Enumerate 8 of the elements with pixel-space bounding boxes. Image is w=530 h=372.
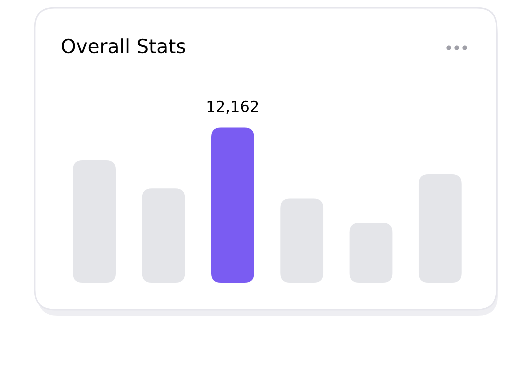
- bar: [211, 128, 254, 283]
- data-label: 12,162: [208, 100, 258, 114]
- bar: [142, 188, 186, 283]
- bar: [73, 160, 116, 283]
- chart-title: Overall Stats: [62, 38, 186, 54]
- bar: [350, 223, 393, 283]
- bar: [280, 198, 324, 283]
- bar: [418, 174, 462, 283]
